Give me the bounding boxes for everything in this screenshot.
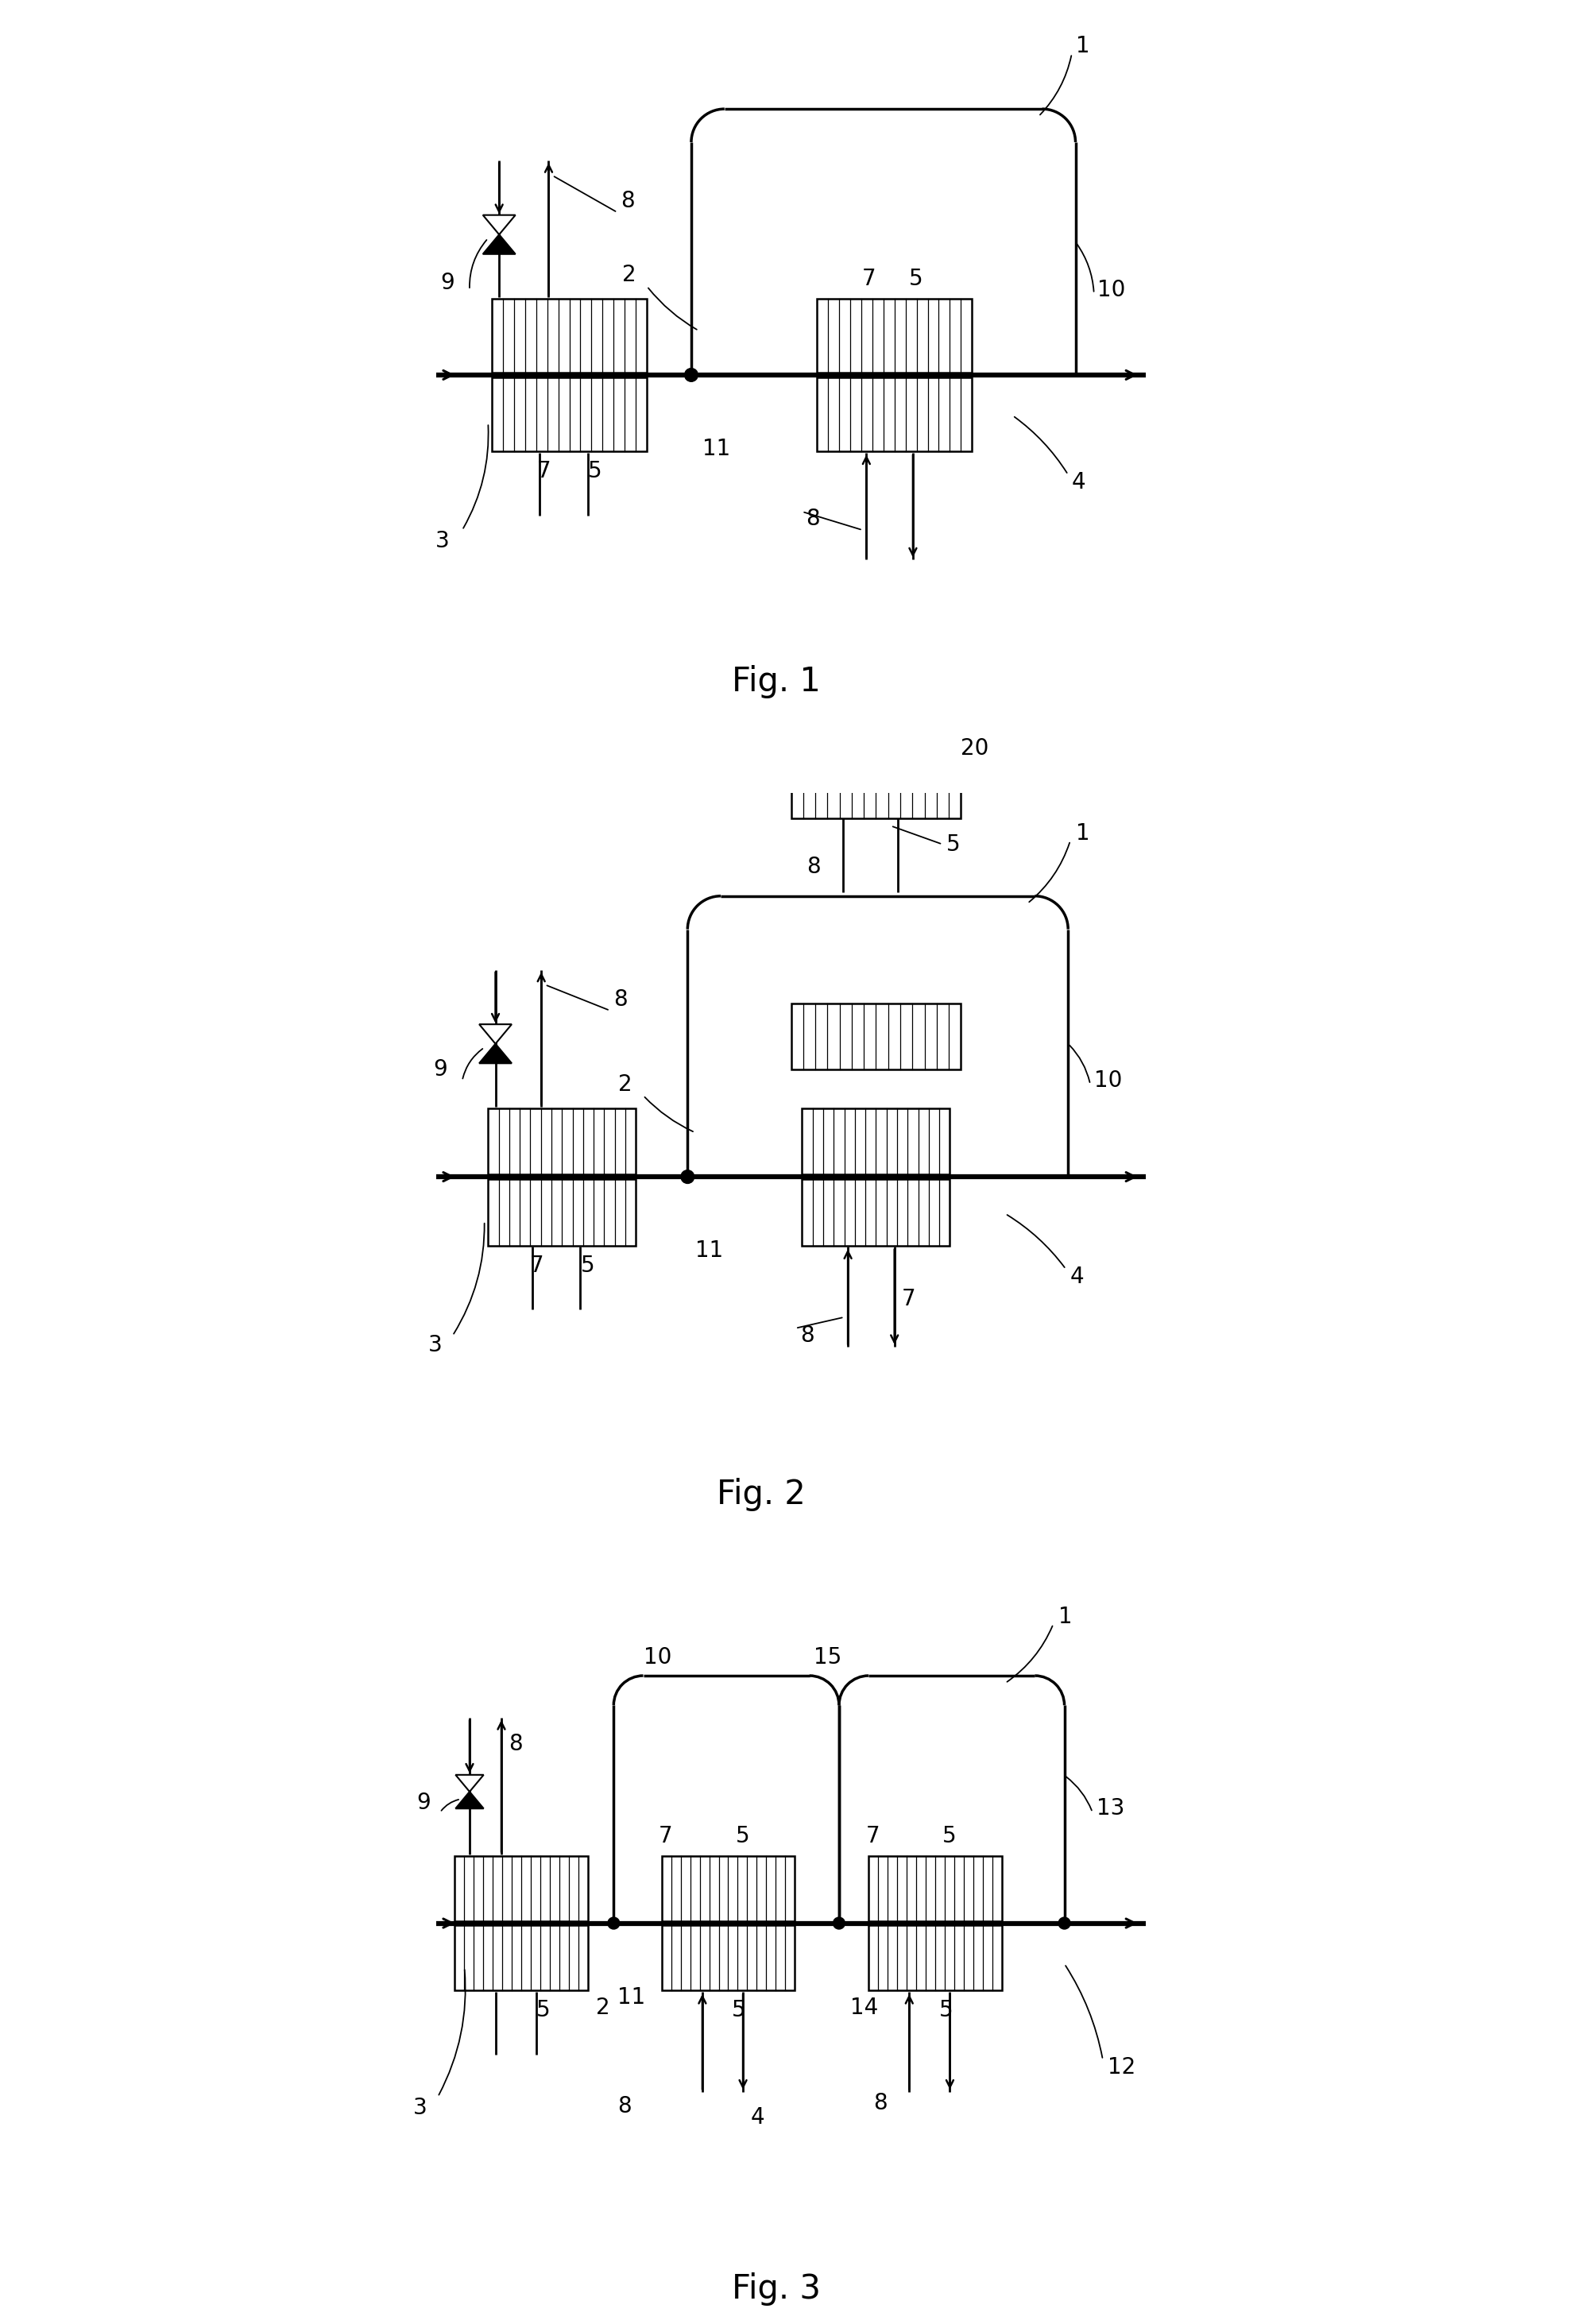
Text: 5: 5	[910, 267, 924, 290]
Text: 6: 6	[456, 1920, 470, 1943]
Bar	[492, 300, 647, 372]
Text: 8: 8	[800, 1325, 813, 1346]
Text: 7: 7	[862, 267, 876, 290]
Text: Fig. 3: Fig. 3	[732, 2273, 821, 2305]
Bar	[489, 1178, 636, 1246]
Bar	[816, 300, 971, 372]
Circle shape	[680, 1169, 694, 1183]
Bar	[661, 1924, 794, 1989]
Bar	[661, 1857, 794, 1922]
Text: 8: 8	[622, 191, 634, 211]
Bar	[869, 1857, 1001, 1922]
Text: 7: 7	[536, 460, 551, 481]
Text: 5: 5	[581, 1255, 595, 1276]
Text: 6: 6	[892, 1920, 905, 1943]
Text: 20: 20	[960, 737, 989, 760]
Text: 10: 10	[644, 1645, 671, 1669]
Text: 2: 2	[596, 1996, 611, 2020]
Text: 1: 1	[1076, 35, 1090, 58]
Text: 4: 4	[1071, 472, 1085, 493]
Text: 7: 7	[794, 1023, 808, 1043]
Text: 4: 4	[750, 2106, 764, 2129]
Text: 13: 13	[1096, 1796, 1125, 1820]
Text: 5: 5	[536, 1999, 551, 2022]
Circle shape	[1058, 1917, 1071, 1929]
Text: 5: 5	[589, 460, 601, 481]
Text: 6: 6	[530, 1155, 544, 1176]
Text: 15: 15	[815, 1645, 842, 1669]
Text: 3: 3	[413, 2096, 427, 2119]
Text: 5: 5	[946, 834, 960, 855]
Text: 8: 8	[805, 509, 819, 530]
Text: 6: 6	[891, 1023, 905, 1043]
Text: 11: 11	[702, 437, 731, 460]
Polygon shape	[456, 1776, 484, 1792]
Text: 6: 6	[880, 374, 894, 397]
Polygon shape	[483, 216, 516, 235]
Bar	[454, 1857, 589, 1922]
Polygon shape	[456, 1792, 484, 1808]
Text: 5: 5	[736, 1824, 750, 1848]
Text: 9: 9	[441, 272, 454, 293]
Text: 3: 3	[435, 530, 449, 553]
Circle shape	[834, 1917, 845, 1929]
Bar	[489, 1109, 636, 1174]
Text: 6: 6	[685, 1920, 699, 1943]
Text: 8: 8	[873, 2092, 888, 2115]
Text: Fig. 1: Fig. 1	[732, 665, 821, 697]
Text: 11: 11	[694, 1239, 723, 1262]
Polygon shape	[479, 1025, 511, 1043]
Text: 5: 5	[943, 1824, 957, 1848]
Text: 6: 6	[536, 353, 551, 374]
Text: 8: 8	[509, 1731, 522, 1755]
Text: 2: 2	[619, 1074, 633, 1095]
Text: 7: 7	[865, 1824, 880, 1848]
Text: Fig. 2: Fig. 2	[717, 1478, 805, 1511]
Text: 5: 5	[732, 1999, 745, 2022]
Text: 1: 1	[1058, 1606, 1073, 1627]
Circle shape	[607, 1917, 620, 1929]
Text: 10: 10	[1098, 279, 1126, 302]
Text: 9: 9	[433, 1057, 448, 1081]
Text: 6: 6	[927, 1176, 941, 1199]
Text: 7: 7	[530, 1255, 544, 1276]
Bar	[816, 376, 971, 451]
Text: 1: 1	[1076, 823, 1090, 844]
Bar	[791, 1004, 960, 1069]
Text: 8: 8	[807, 855, 821, 878]
Text: 8: 8	[617, 2096, 631, 2117]
Text: 11: 11	[617, 1987, 645, 2008]
Circle shape	[685, 367, 698, 381]
Bar	[454, 1924, 589, 1989]
Text: 12: 12	[1107, 2057, 1136, 2078]
Bar	[869, 1924, 1001, 1989]
Text: 7: 7	[658, 1824, 672, 1848]
Text: 7: 7	[902, 1287, 916, 1311]
Polygon shape	[479, 1043, 511, 1064]
Text: 5: 5	[938, 1999, 952, 2022]
Text: 8: 8	[614, 988, 628, 1011]
Text: 10: 10	[1093, 1069, 1122, 1092]
Text: 4: 4	[1071, 1264, 1084, 1287]
Text: 2: 2	[622, 265, 636, 286]
Polygon shape	[483, 235, 516, 253]
Text: 9: 9	[416, 1792, 430, 1815]
Text: 14: 14	[850, 1996, 878, 2020]
Bar	[802, 1178, 949, 1246]
Text: 3: 3	[429, 1334, 443, 1357]
Bar	[791, 753, 960, 818]
Text: 5: 5	[935, 1162, 949, 1185]
Bar	[802, 1109, 949, 1174]
Bar	[492, 376, 647, 451]
